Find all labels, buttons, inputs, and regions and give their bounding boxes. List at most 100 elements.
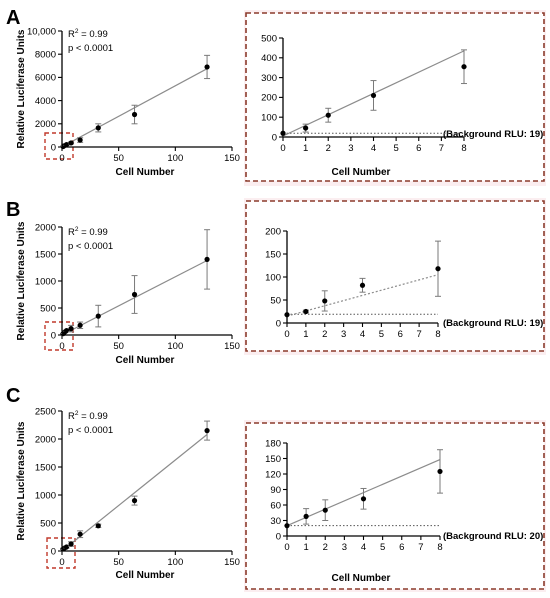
y-tick-label-a-full: 2000 [35, 119, 56, 130]
x-tick-label-a-inset: 1 [303, 143, 308, 154]
y-tick-label-a-inset: 300 [261, 73, 277, 84]
x-tick-label-a-inset: 7 [439, 143, 444, 154]
r2-text-c: R2 = 0.99 [68, 410, 108, 422]
data-point-c-full [77, 531, 83, 537]
data-point-b-inset [322, 298, 328, 304]
y-axis-label-a-full: Relative Luciferase Units [16, 29, 27, 148]
x-tick-label-c-full: 0 [59, 557, 64, 568]
x-tick-label-b-inset: 8 [435, 329, 440, 340]
x-tick-label-b-inset: 4 [360, 329, 365, 340]
x-tick-label-b-full: 50 [113, 341, 124, 352]
p-value-c: p < 0.0001 [68, 425, 113, 436]
y-axis-label-c-full: Relative Luciferase Units [16, 421, 27, 540]
y-tick-label-b-inset: 50 [270, 295, 281, 306]
x-tick-label-a-full: 100 [167, 153, 183, 164]
data-point-b-full [131, 291, 138, 298]
x-tick-label-b-full: 0 [59, 341, 64, 352]
data-point-c-inset [284, 523, 290, 529]
x-tick-label-c-full: 100 [167, 557, 183, 568]
background-note-b: (Background RLU: 19) [443, 318, 543, 329]
x-tick-label-b-inset: 5 [379, 329, 384, 340]
y-tick-label-a-full: 10,000 [27, 26, 56, 37]
x-tick-label-c-inset: 7 [418, 542, 423, 553]
data-point-c-inset [303, 513, 309, 519]
x-tick-label-c-inset: 0 [284, 542, 289, 553]
y-tick-label-a-full: 4000 [35, 96, 56, 107]
y-axis-label-b-full: Relative Luciferase Units [16, 221, 27, 340]
y-tick-label-c-inset: 30 [270, 516, 281, 527]
data-point-c-full [68, 541, 74, 547]
data-point-a-full [131, 111, 138, 118]
x-axis-label-c-full: Cell Number [116, 570, 175, 581]
y-tick-label-a-inset: 100 [261, 113, 277, 124]
x-tick-label-b-inset: 7 [416, 329, 421, 340]
x-tick-label-a-full: 50 [113, 153, 124, 164]
data-point-c-inset [437, 468, 443, 475]
y-tick-label-a-inset: 200 [261, 93, 277, 104]
data-point-b-full [68, 326, 74, 332]
y-tick-label-c-full: 1000 [35, 490, 56, 501]
p-value-b: p < 0.0001 [68, 241, 113, 252]
inset-b-frame [245, 200, 545, 352]
inset-c-frame [245, 422, 545, 590]
y-tick-label-a-inset: 500 [261, 33, 277, 44]
data-point-b-full [63, 327, 70, 334]
r2-text-b: R2 = 0.99 [68, 226, 108, 238]
x-tick-label-a-full: 150 [224, 153, 240, 164]
r2-text-a: R2 = 0.99 [68, 28, 108, 40]
panel-label-c: C [6, 385, 20, 407]
x-tick-label-c-inset: 6 [399, 542, 404, 553]
y-tick-label-c-full: 1500 [35, 462, 56, 473]
data-point-c-inset [322, 507, 328, 513]
x-tick-label-b-inset: 3 [341, 329, 346, 340]
x-tick-label-b-full: 100 [167, 341, 183, 352]
data-point-a-inset [325, 112, 331, 118]
x-tick-label-b-inset: 6 [398, 329, 403, 340]
background-note-a: (Background RLU: 19) [443, 129, 543, 140]
zoom-box-b [44, 321, 74, 351]
y-tick-label-a-inset: 400 [261, 53, 277, 64]
y-tick-label-b-inset: 0 [276, 318, 281, 329]
fit-line-c-full [61, 434, 208, 552]
x-tick-label-a-inset: 8 [461, 143, 466, 154]
y-tick-label-b-inset: 200 [265, 226, 281, 237]
x-tick-label-b-inset: 0 [284, 329, 289, 340]
x-tick-label-c-full: 150 [224, 557, 240, 568]
y-tick-label-c-inset: 180 [265, 438, 281, 449]
y-tick-label-c-inset: 0 [276, 531, 281, 542]
data-point-b-full [77, 322, 83, 328]
data-point-a-inset [303, 125, 309, 131]
data-point-b-inset [303, 308, 309, 315]
data-point-b-full [204, 256, 210, 262]
x-axis-label-b-full: Cell Number [116, 355, 175, 366]
y-tick-label-c-full: 0 [51, 546, 56, 557]
x-tick-label-a-inset: 5 [393, 143, 398, 154]
data-point-c-full [63, 544, 70, 550]
x-tick-label-a-inset: 0 [280, 143, 285, 154]
data-point-b-inset [284, 312, 290, 318]
panel-label-b: B [6, 199, 20, 221]
data-point-b-inset [435, 266, 441, 272]
data-point-a-inset [461, 64, 467, 70]
data-point-a-full [95, 125, 101, 131]
data-point-c-inset [360, 496, 367, 502]
y-tick-label-b-full: 500 [40, 303, 56, 314]
y-tick-label-c-inset: 60 [270, 500, 281, 511]
x-axis-label-a-full: Cell Number [116, 167, 175, 178]
data-point-a-full [204, 64, 210, 70]
y-tick-label-b-full: 0 [51, 330, 56, 341]
x-tick-label-c-inset: 8 [437, 542, 442, 553]
data-point-a-inset [370, 92, 377, 99]
panel-label-a: A [6, 7, 20, 29]
y-tick-label-a-inset: 0 [272, 132, 277, 143]
x-tick-label-a-inset: 4 [371, 143, 376, 154]
x-tick-label-b-inset: 1 [303, 329, 308, 340]
zoom-box-c [46, 537, 76, 569]
zoom-box-a [44, 132, 74, 160]
x-tick-label-c-full: 50 [113, 557, 124, 568]
x-tick-label-a-inset: 6 [416, 143, 421, 154]
y-tick-label-c-full: 500 [40, 518, 56, 529]
inset-a-frame [245, 12, 545, 182]
p-value-a: p < 0.0001 [68, 43, 113, 54]
